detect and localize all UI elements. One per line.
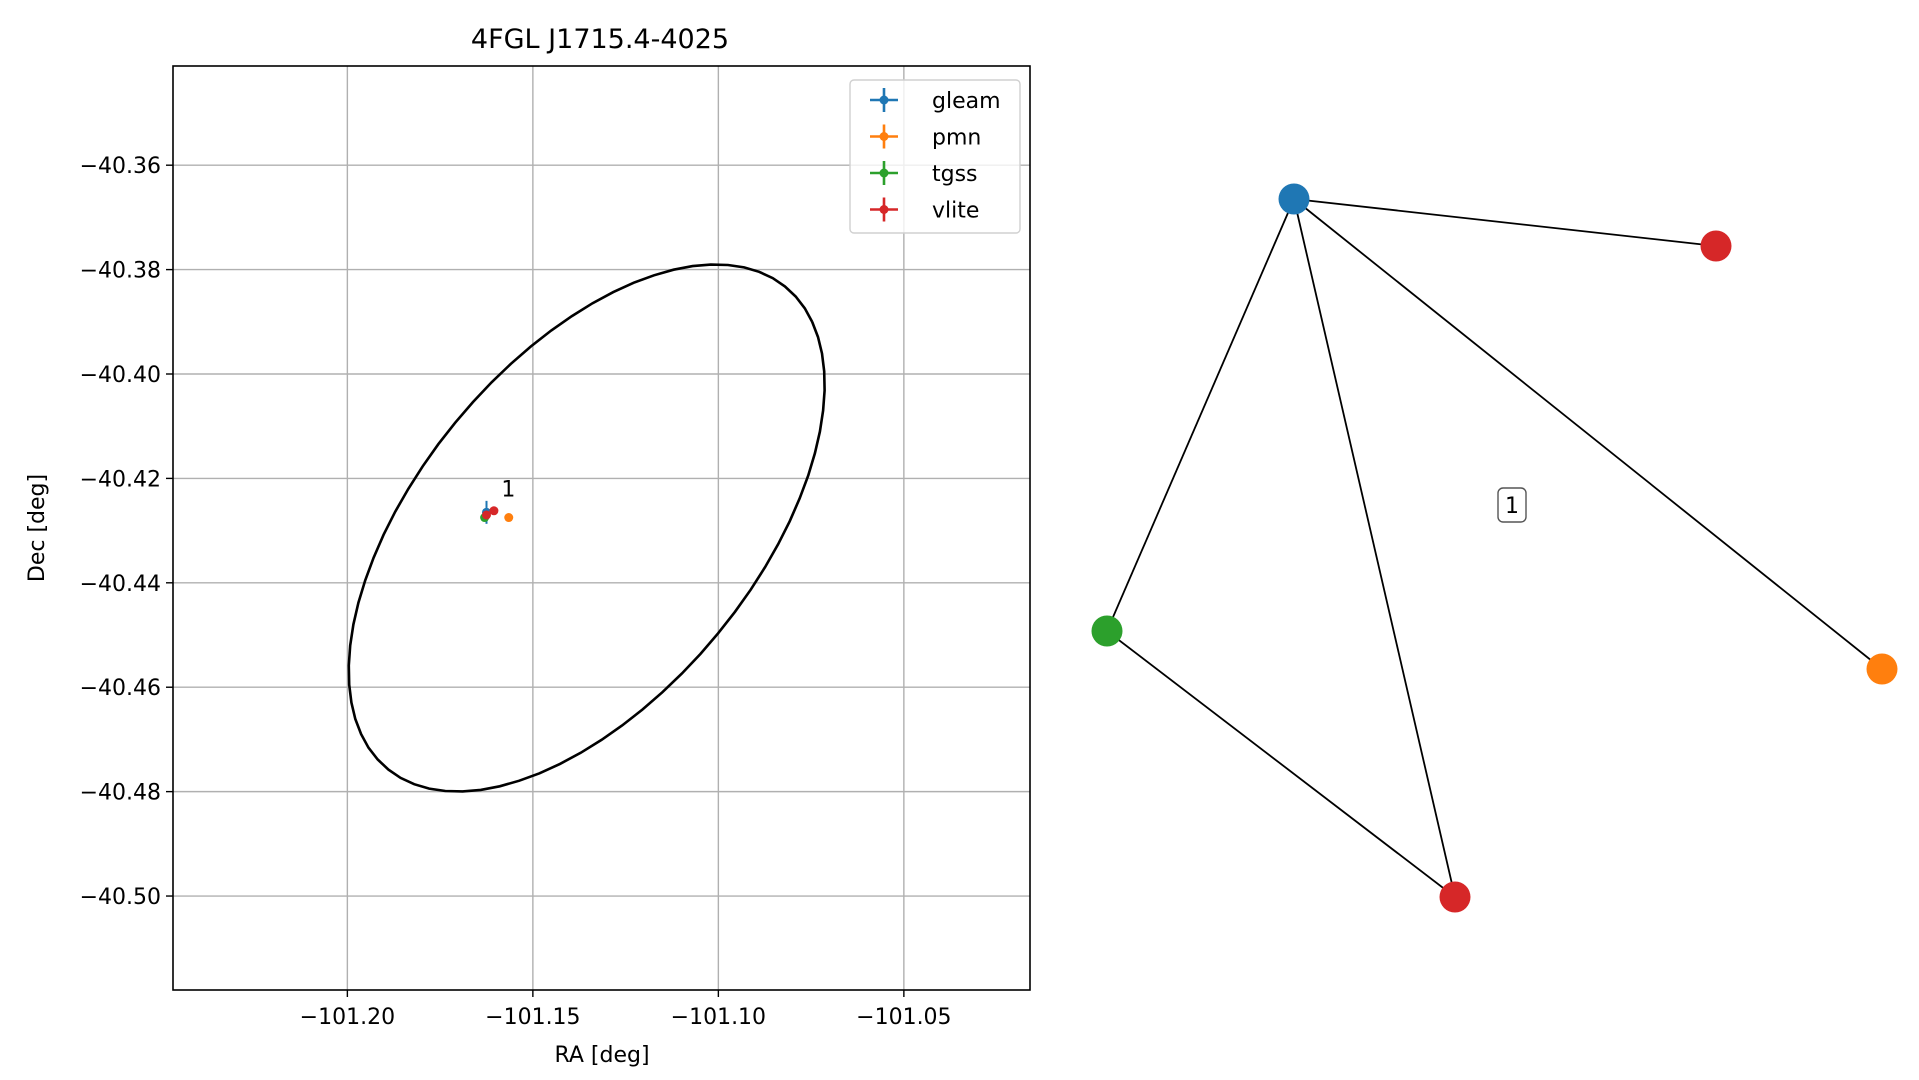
data-point-pmn <box>504 513 514 523</box>
y-tick-label: −40.44 <box>80 572 161 597</box>
network-graph: 1 <box>1091 183 1898 913</box>
legend-label: tgss <box>932 162 978 187</box>
x-tick-label: −101.15 <box>485 1005 580 1030</box>
y-axis-label: Dec [deg] <box>25 474 50 582</box>
point-annotation: 1 <box>501 478 515 503</box>
legend-entries: gleam pmn tgss vlite <box>870 88 1001 224</box>
legend-entry-gleam: gleam <box>870 88 1001 114</box>
y-axis: −40.36 −40.38 −40.40 −40.42 −40.44 −40.46 −40.… <box>80 154 173 910</box>
plot-area-frame <box>172 65 1031 991</box>
y-tick-label: −40.46 <box>80 676 161 701</box>
network-label-box: 1 <box>1497 487 1527 523</box>
edges-layer <box>1106 198 1883 898</box>
x-tick-label: −101.05 <box>856 1005 951 1030</box>
graph-edge <box>1106 630 1456 898</box>
graph-edge <box>1106 198 1295 632</box>
x-axis: −101.20 −101.15 −101.10 −101.05 <box>300 990 952 1030</box>
y-tick-label: −40.40 <box>80 363 161 388</box>
legend: gleam pmn tgss vlite <box>849 79 1021 234</box>
graph-node <box>1700 230 1732 262</box>
legend-entry-tgss: tgss <box>870 161 978 187</box>
y-tick-label: −40.48 <box>80 781 161 806</box>
graph-edge <box>1293 198 1717 247</box>
graph-edge <box>1293 198 1883 670</box>
data-point-vlite <box>489 506 499 516</box>
legend-label: vlite <box>932 199 979 224</box>
scatter-chart: 4FGL J1715.4-4025 1 −101.20 −101.15 −101.1… <box>25 24 1031 1068</box>
points-layer <box>480 500 514 524</box>
ellipse-layer <box>347 263 826 793</box>
graph-edge <box>1293 198 1456 898</box>
legend-label: gleam <box>932 89 1001 114</box>
grid <box>173 66 1030 990</box>
nodes-layer <box>1091 183 1898 913</box>
y-tick-label: −40.50 <box>80 885 161 910</box>
graph-node <box>1439 881 1471 913</box>
legend-entry-vlite: vlite <box>870 197 979 224</box>
graph-node <box>1091 615 1123 647</box>
legend-label: pmn <box>932 126 981 151</box>
x-tick-label: −101.10 <box>671 1005 766 1030</box>
x-axis-label: RA [deg] <box>554 1043 649 1068</box>
network-label: 1 <box>1505 494 1519 519</box>
legend-box <box>849 79 1021 234</box>
data-point-vlite <box>481 510 491 520</box>
y-tick-label: −40.42 <box>80 467 161 492</box>
graph-node <box>1866 653 1898 685</box>
y-tick-label: −40.38 <box>80 259 161 284</box>
graph-node <box>1278 183 1310 215</box>
y-tick-label: −40.36 <box>80 154 161 179</box>
chart-title: 4FGL J1715.4-4025 <box>471 24 729 55</box>
uncertainty-ellipse <box>347 263 826 793</box>
x-tick-label: −101.20 <box>300 1005 395 1030</box>
legend-entry-pmn: pmn <box>870 124 981 151</box>
